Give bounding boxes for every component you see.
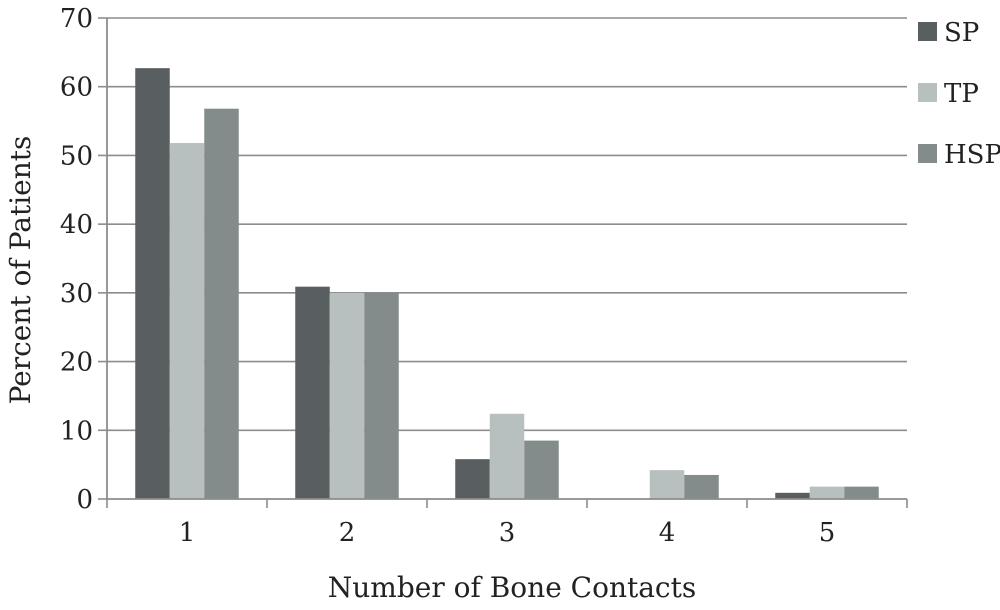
bar-hsp-4 [684,474,719,499]
x-tick-label: 4 [659,518,676,548]
legend-label-tp: TP [944,79,979,109]
x-tick-label: 2 [339,518,356,548]
y-tick-label: 0 [76,485,93,515]
x-tick-label: 1 [179,518,196,548]
y-tick-label: 60 [60,73,93,103]
x-tick-label: 3 [499,518,516,548]
bar-hsp-3 [524,440,559,499]
bar-hsp-2 [364,292,399,499]
x-tick-labels: 1 2 3 4 5 [179,518,836,548]
bar-hsp-5 [844,486,879,499]
bars [135,68,879,500]
legend-swatch-sp [918,22,937,41]
y-tick-label: 50 [60,141,93,171]
bar-hsp-1 [204,108,239,500]
y-axis-label: Percent of Patients [4,136,37,405]
y-tick-label: 40 [60,210,93,240]
bar-sp-3 [455,459,490,499]
legend: SP TP HSP [918,18,1000,170]
bar-tp-4 [649,470,685,499]
legend-label-hsp: HSP [944,140,1000,170]
x-axis-label: Number of Bone Contacts [328,571,696,604]
y-tick-label: 30 [60,279,93,309]
bar-tp-5 [809,486,845,499]
legend-swatch-tp [918,83,937,102]
y-tick-label: 20 [60,348,93,378]
y-tick-label: 70 [60,4,93,34]
gridlines [98,17,907,500]
axes [106,18,908,508]
bar-sp-2 [295,286,330,499]
legend-swatch-hsp [918,144,937,163]
bar-tp-2 [329,292,365,499]
bar-sp-1 [135,68,170,499]
x-tick-label: 5 [819,518,836,548]
legend-label-sp: SP [944,18,979,48]
y-tick-labels: 0 10 20 30 40 50 60 70 [60,4,93,515]
y-tick-label: 10 [60,416,93,446]
bar-tp-3 [489,413,525,499]
bar-tp-1 [169,143,205,499]
bar-sp-5 [775,492,810,499]
